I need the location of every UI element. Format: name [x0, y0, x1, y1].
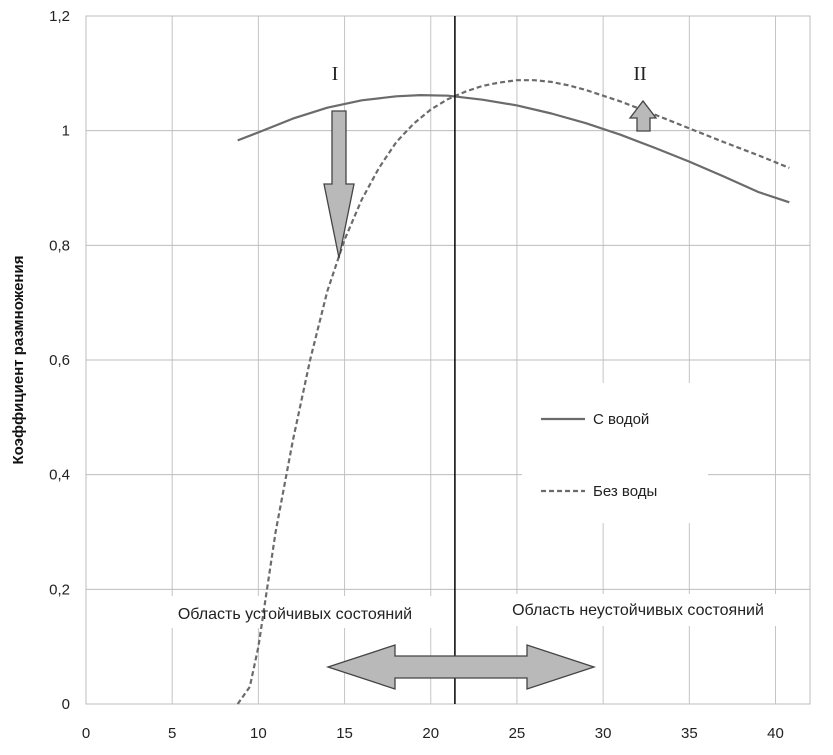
- x-tick-label: 15: [336, 725, 353, 742]
- series-line-without-water: [236, 79, 790, 705]
- y-tick-label: 0,8: [49, 237, 70, 254]
- series-line-with-water: [237, 93, 790, 204]
- down-arrow-icon: [323, 110, 355, 259]
- y-axis-label: Коэффициент размножения: [10, 256, 27, 465]
- up-arrow-icon: [628, 99, 658, 132]
- y-tick-label: 0,2: [49, 581, 70, 598]
- x-tick-label: 0: [82, 725, 90, 742]
- grid: [86, 15, 810, 704]
- y-tick-label: 0,4: [49, 467, 70, 484]
- stable-region-label: Область устойчивых состояний: [178, 606, 412, 623]
- unstable-region-bg: [468, 594, 808, 626]
- legend-label-with-water: С водой: [593, 411, 649, 428]
- x-tick-label: 25: [509, 725, 526, 742]
- y-tick-label: 1: [62, 123, 70, 140]
- legend-box: [522, 383, 708, 523]
- x-tick-label: 20: [422, 725, 439, 742]
- double-arrow-icon: [325, 644, 597, 690]
- series: [236, 79, 790, 705]
- x-tick-label: 5: [168, 725, 176, 742]
- x-tick-label: 35: [681, 725, 698, 742]
- x-tick-label: 40: [767, 725, 784, 742]
- y-tick-label: 0: [62, 696, 70, 713]
- y-tick-label: 0,6: [49, 352, 70, 369]
- y-tick-label: 1,2: [49, 8, 70, 25]
- x-tick-label: 10: [250, 725, 267, 742]
- x-tick-label: 30: [595, 725, 612, 742]
- legend-label-without-water: Без воды: [593, 483, 657, 500]
- marker-I: I: [332, 63, 339, 85]
- x-tick-labels: 0 5 10 15 20 25 30 35 40: [82, 725, 784, 742]
- y-tick-labels: 0 0,2 0,4 0,6 0,8 1 1,2: [49, 8, 70, 713]
- unstable-region-label: Область неустойчивых состояний: [512, 602, 764, 619]
- stable-region-bg: [140, 596, 452, 628]
- marker-II: II: [633, 63, 646, 85]
